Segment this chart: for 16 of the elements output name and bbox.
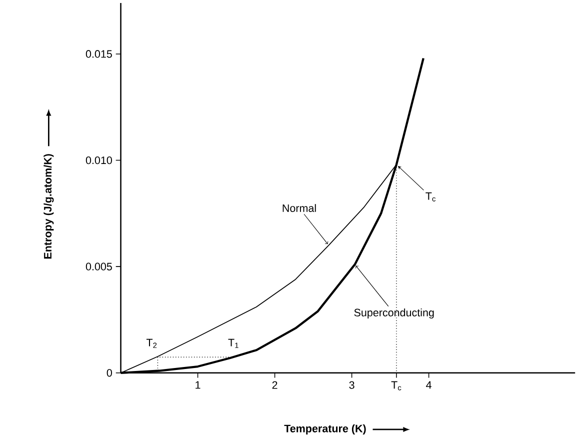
text: Superconducting (354, 308, 434, 319)
x-tick-label: 4 (426, 382, 432, 389)
annotation: T$_{2}$ (146, 339, 157, 348)
y-tick-label: 0.005 (86, 263, 112, 271)
annotation: T$_{c}$ (426, 192, 436, 202)
y-tick-label: 0.010 (86, 156, 112, 164)
x-tick-label: 1 (196, 382, 200, 389)
annotation: T$_{1}$ (228, 339, 238, 348)
x-tick-label: 2 (272, 382, 278, 390)
x-axis-title: Temperature (K) (284, 424, 366, 435)
x-tick-label: T$_{c}$ (391, 382, 402, 391)
x-tick-label: 3 (349, 382, 354, 390)
y-axis-title: Entropy (J/g.atom/K) (44, 154, 54, 259)
text: Normal (282, 204, 316, 212)
y-tick-label: 0 (106, 369, 112, 377)
y-tick-label: 0.015 (86, 50, 112, 58)
